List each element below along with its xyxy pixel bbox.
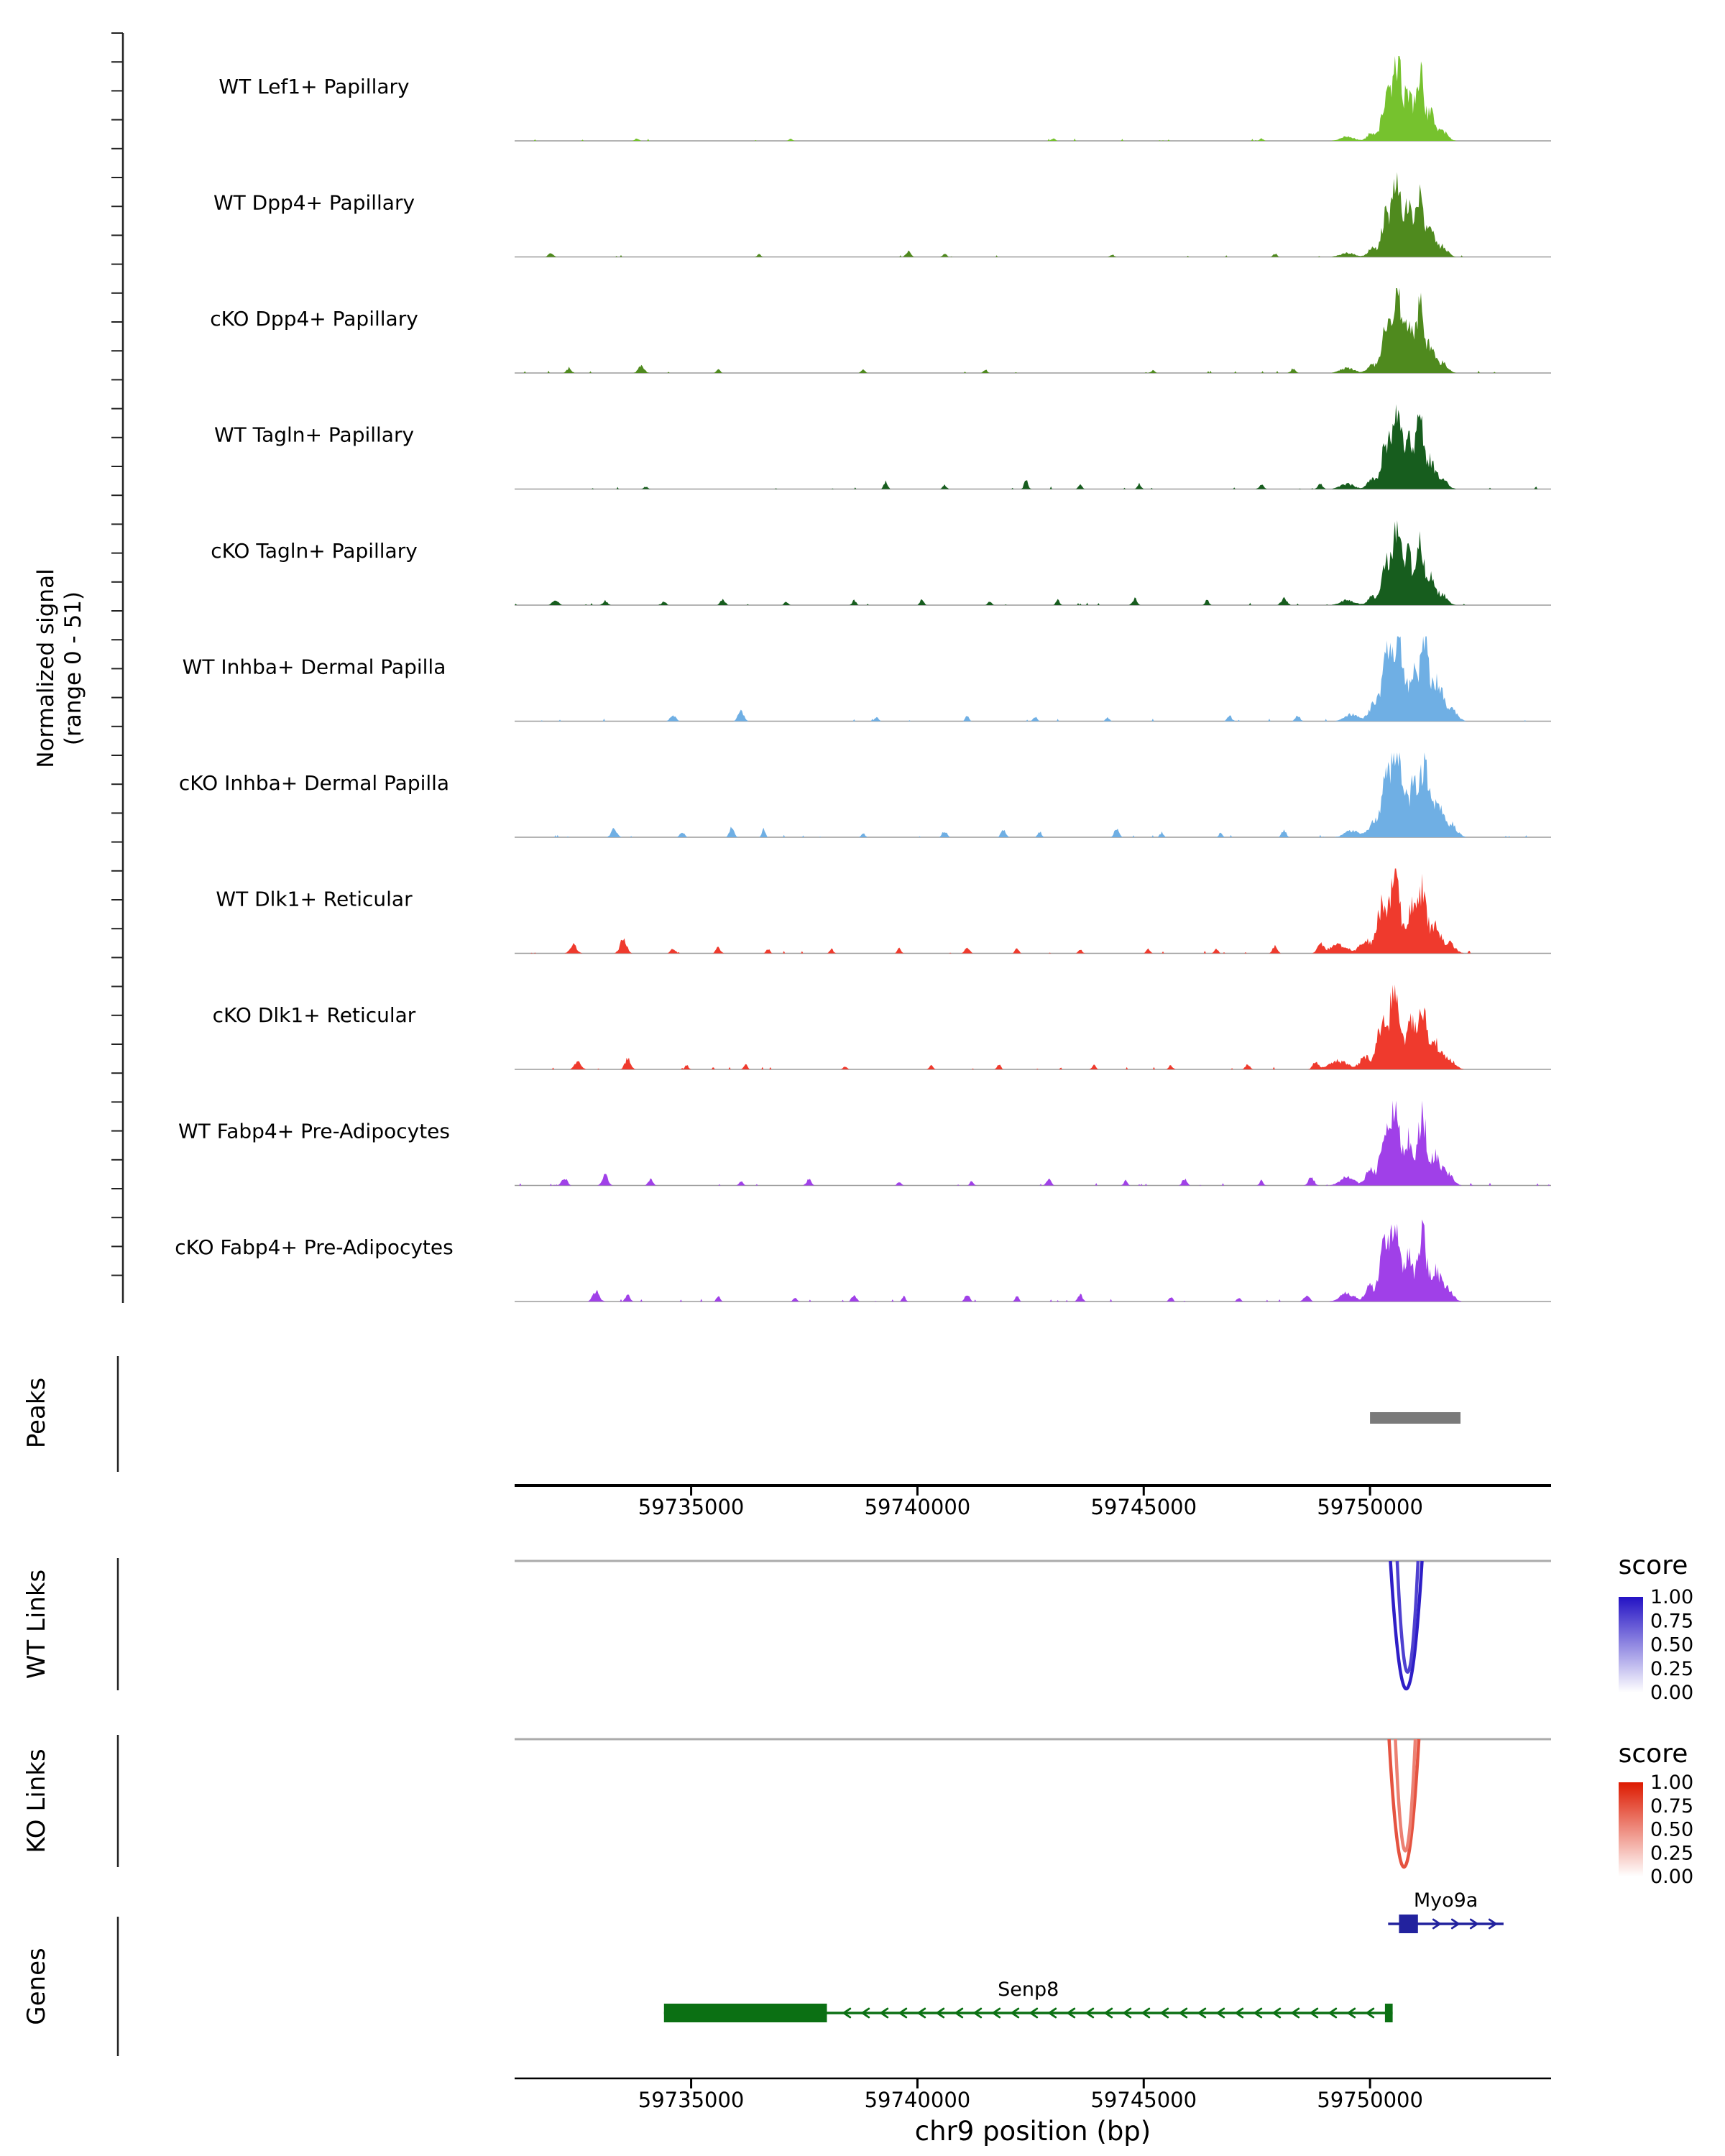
y-axis-label-line2: (range 0 - 51): [60, 591, 86, 745]
y-axis-label-line1: Normalized signal: [33, 568, 59, 768]
track-label: cKO Dpp4+ Papillary: [210, 307, 418, 331]
score-legend-tick: 0.25: [1650, 1842, 1693, 1864]
track-label: cKO Tagln+ Papillary: [211, 539, 418, 563]
ko-score-legend-title: score: [1619, 1739, 1688, 1769]
gene-strand-arrow: [1365, 2007, 1375, 2019]
score-legend-tick: 0.75: [1650, 1795, 1693, 1818]
gene-strand-arrow: [1253, 2007, 1263, 2019]
gene-strand-arrow: [1010, 2007, 1020, 2019]
x-tick-label: 59750000: [1317, 1495, 1423, 1519]
gene-strand-arrow: [898, 2007, 908, 2019]
section-label-wt-links: WT Links: [22, 1570, 51, 1680]
gene-strand-arrow: [1346, 2007, 1356, 2019]
gene-strand-arrow: [842, 2007, 852, 2019]
gene-strand-arrow: [1122, 2007, 1132, 2019]
gene-strand-arrow: [1450, 1918, 1460, 1930]
signal-track-area: [515, 404, 1551, 489]
score-legend-tick: 0.25: [1650, 1658, 1693, 1680]
signal-track-area: [515, 752, 1551, 837]
gene-strand-arrow: [1488, 1918, 1498, 1930]
signal-track-area: [515, 520, 1551, 605]
signal-track-area: [515, 985, 1551, 1069]
track-label: WT Lef1+ Papillary: [218, 75, 409, 98]
link-arc: [1394, 1738, 1417, 1853]
gene-strand-arrow: [1178, 2007, 1188, 2019]
section-label-genes: Genes: [22, 1948, 51, 2024]
gene-strand-arrow: [1047, 2007, 1057, 2019]
section-label-ko-links: KO Links: [22, 1749, 51, 1853]
gene-strand-arrow: [1197, 2007, 1207, 2019]
gene-exon: [663, 2004, 827, 2022]
score-legend-tick: 0.75: [1650, 1610, 1693, 1632]
gene-strand-arrow: [1432, 1918, 1442, 1930]
generated-layer: WT Lef1+ Papillary WT Dpp4+ Papillary cKO …: [111, 32, 1693, 2112]
signal-track-area: [515, 56, 1551, 141]
score-legend-bar: [1619, 1782, 1643, 1876]
gene-strand-arrow: [1290, 2007, 1300, 2019]
track-label: cKO Fabp4+ Pre-Adipocytes: [175, 1235, 453, 1259]
gene-strand-arrow: [1103, 2007, 1113, 2019]
gene-strand-arrow: [879, 2007, 889, 2019]
gene-strand-arrow: [1085, 2007, 1095, 2019]
gene-strand-arrow: [1234, 2007, 1244, 2019]
x-tick-label: 59745000: [1090, 1495, 1197, 1519]
signal-track-area: [515, 288, 1551, 373]
gene-strand-arrow: [935, 2007, 945, 2019]
signal-track-area: [515, 1100, 1551, 1186]
link-arc: [1387, 1738, 1421, 1869]
wt-score-legend-title: score: [1619, 1551, 1688, 1580]
track-label: WT Tagln+ Papillary: [214, 423, 414, 447]
gene-strand-arrow: [972, 2007, 983, 2019]
gene-strand-arrow: [1141, 2007, 1151, 2019]
gene-strand-arrow: [1328, 2007, 1338, 2019]
track-label: cKO Dlk1+ Reticular: [213, 1003, 416, 1027]
gene-strand-arrow: [1215, 2007, 1225, 2019]
track-label: WT Inhba+ Dermal Papilla: [183, 655, 446, 679]
track-label: WT Dlk1+ Reticular: [216, 888, 413, 911]
gene-exon: [1399, 1915, 1418, 1933]
gene-strand-arrow: [1159, 2007, 1169, 2019]
signal-track-area: [515, 1219, 1551, 1302]
section-label-peaks: Peaks: [22, 1378, 51, 1448]
score-legend-tick: 0.00: [1650, 1682, 1693, 1704]
score-legend-tick: 0.50: [1650, 1634, 1693, 1657]
score-legend-tick: 1.00: [1650, 1772, 1693, 1794]
peak-region: [1370, 1412, 1460, 1424]
signal-track-area: [515, 636, 1551, 722]
gene-exon: [1384, 2004, 1393, 2022]
x-tick-label: 59740000: [865, 1495, 971, 1519]
x-tick-label: 59735000: [638, 1495, 745, 1519]
gene-name-label: Senp8: [998, 1978, 1059, 2001]
gene-strand-arrow: [1029, 2007, 1039, 2019]
gene-strand-arrow: [991, 2007, 1001, 2019]
track-label: WT Dpp4+ Papillary: [213, 191, 415, 215]
signal-track-area: [515, 172, 1551, 257]
gene-strand-arrow: [1066, 2007, 1076, 2019]
score-legend-tick: 0.00: [1650, 1866, 1693, 1888]
track-label: cKO Inhba+ Dermal Papilla: [179, 771, 449, 795]
gene-strand-arrow: [1469, 1918, 1479, 1930]
gene-name-label: Myo9a: [1414, 1889, 1478, 1912]
gene-strand-arrow: [1271, 2007, 1282, 2019]
link-arc: [1395, 1560, 1420, 1674]
link-arc: [1389, 1560, 1424, 1690]
x-tick-label: 59740000: [865, 2088, 971, 2112]
gene-strand-arrow: [916, 2007, 926, 2019]
gene-strand-arrow: [1309, 2007, 1319, 2019]
score-legend-bar: [1619, 1597, 1643, 1692]
x-tick-label: 59745000: [1090, 2088, 1197, 2112]
x-tick-label: 59750000: [1317, 2088, 1423, 2112]
gene-strand-arrow: [954, 2007, 964, 2019]
track-label: WT Fabp4+ Pre-Adipocytes: [178, 1120, 450, 1143]
score-legend-tick: 0.50: [1650, 1819, 1693, 1841]
x-tick-label: 59735000: [638, 2088, 745, 2112]
signal-track-area: [515, 868, 1551, 954]
x-axis-title: chr9 position (bp): [915, 2116, 1151, 2147]
gene-strand-arrow: [860, 2007, 870, 2019]
score-legend-tick: 1.00: [1650, 1586, 1693, 1608]
